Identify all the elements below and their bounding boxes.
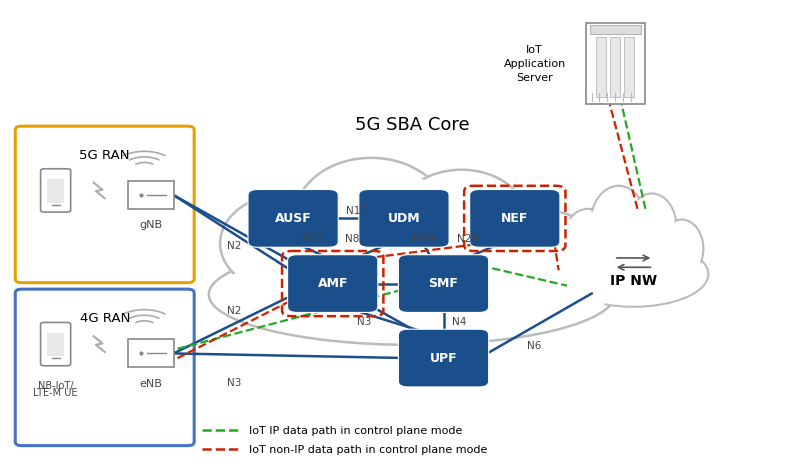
Ellipse shape (629, 196, 675, 260)
Bar (624, 37, 634, 97)
Ellipse shape (660, 219, 703, 278)
Text: 5G SBA Core: 5G SBA Core (354, 116, 469, 134)
Ellipse shape (489, 213, 597, 297)
Text: AUSF: AUSF (274, 212, 311, 225)
FancyBboxPatch shape (287, 255, 378, 312)
Text: N4: N4 (452, 318, 466, 328)
Text: N2: N2 (226, 306, 241, 316)
Ellipse shape (563, 209, 613, 273)
Ellipse shape (220, 193, 355, 293)
Bar (128, 339, 174, 367)
Text: 4G RAN: 4G RAN (79, 312, 130, 325)
Text: N10: N10 (414, 234, 434, 244)
Text: 5G RAN: 5G RAN (79, 149, 130, 162)
Text: NEF: NEF (501, 212, 529, 225)
Legend: IoT IP data path in control plane mode, IoT non-IP data path in control plane mo: IoT IP data path in control plane mode, … (197, 422, 492, 460)
Ellipse shape (484, 210, 602, 301)
FancyBboxPatch shape (470, 190, 560, 247)
Text: N13: N13 (346, 206, 367, 216)
FancyBboxPatch shape (15, 289, 194, 446)
Ellipse shape (214, 248, 610, 341)
Text: IP NW: IP NW (610, 274, 657, 288)
Bar (47, 179, 64, 203)
Ellipse shape (394, 170, 530, 277)
Ellipse shape (399, 173, 524, 273)
Ellipse shape (558, 241, 708, 307)
Ellipse shape (565, 211, 611, 271)
Ellipse shape (209, 244, 615, 345)
Text: gNB: gNB (139, 220, 162, 230)
Ellipse shape (590, 186, 647, 263)
Bar (595, 37, 606, 97)
Text: N3: N3 (226, 378, 241, 388)
Ellipse shape (294, 158, 448, 277)
Text: SMF: SMF (429, 277, 458, 290)
Text: NB-IoT/: NB-IoT/ (38, 381, 74, 391)
Ellipse shape (225, 197, 350, 290)
Bar (128, 181, 174, 209)
Text: N12: N12 (302, 234, 323, 244)
FancyBboxPatch shape (398, 329, 489, 387)
Text: UDM: UDM (388, 212, 420, 225)
Ellipse shape (662, 222, 702, 276)
Text: UPF: UPF (430, 352, 458, 365)
Text: N8: N8 (346, 234, 360, 244)
Bar (47, 333, 64, 356)
Ellipse shape (593, 189, 645, 260)
Bar (610, 37, 620, 97)
FancyBboxPatch shape (398, 255, 489, 312)
Text: N6: N6 (527, 341, 542, 351)
Bar (590, 25, 642, 34)
Bar (586, 23, 646, 104)
Text: IoT
Application
Server: IoT Application Server (503, 45, 566, 82)
FancyBboxPatch shape (248, 190, 338, 247)
Ellipse shape (627, 193, 677, 263)
Text: eNB: eNB (139, 379, 162, 389)
Text: AMF: AMF (318, 277, 348, 290)
FancyBboxPatch shape (41, 322, 70, 366)
FancyBboxPatch shape (41, 169, 70, 212)
Text: LTE-M UE: LTE-M UE (34, 388, 78, 398)
Text: N29: N29 (457, 234, 478, 244)
Ellipse shape (300, 162, 442, 272)
Text: N3: N3 (357, 318, 371, 328)
FancyBboxPatch shape (359, 190, 449, 247)
Text: N2: N2 (226, 241, 241, 251)
Ellipse shape (561, 244, 706, 304)
FancyBboxPatch shape (15, 126, 194, 283)
